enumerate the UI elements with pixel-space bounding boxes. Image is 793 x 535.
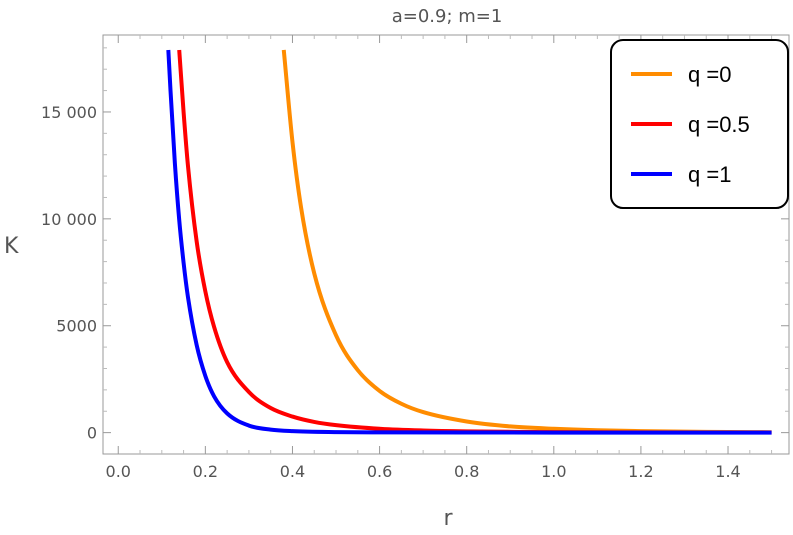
legend: q =0 q =0.5 q =1 (610, 39, 789, 209)
y-tick-label: 5000 (56, 317, 97, 336)
y-tick-label: 15 000 (41, 103, 97, 122)
chart-title: a=0.9; m=1 (392, 6, 503, 27)
x-tick-label: 1.0 (541, 462, 566, 481)
x-tick-label: 0.0 (106, 462, 131, 481)
x-tick-label: 1.4 (715, 462, 740, 481)
x-axis-title: r (443, 506, 453, 531)
series-curves (166, 49, 772, 435)
x-tick-label: 0.2 (193, 462, 218, 481)
legend-label: q =0.5 (688, 112, 750, 137)
legend-label: q =0 (688, 62, 731, 87)
x-tick-label: 0.8 (454, 462, 479, 481)
legend-box (610, 39, 789, 209)
tick-labels: 0.0 0.2 0.4 0.6 0.8 1.0 1.2 1.4 0 5000 10 000 15 00… (41, 103, 741, 481)
x-tick-label: 0.4 (280, 462, 305, 481)
legend-label: q =1 (688, 162, 731, 187)
y-tick-label: 10 000 (41, 210, 97, 229)
y-tick-label: 0 (87, 424, 97, 443)
axis-ticks (103, 35, 789, 454)
x-tick-label: 0.6 (367, 462, 392, 481)
x-tick-label: 1.2 (628, 462, 653, 481)
series-line-3 (166, 49, 772, 435)
y-axis-title: K (4, 234, 19, 259)
plot-frame (102, 34, 790, 455)
